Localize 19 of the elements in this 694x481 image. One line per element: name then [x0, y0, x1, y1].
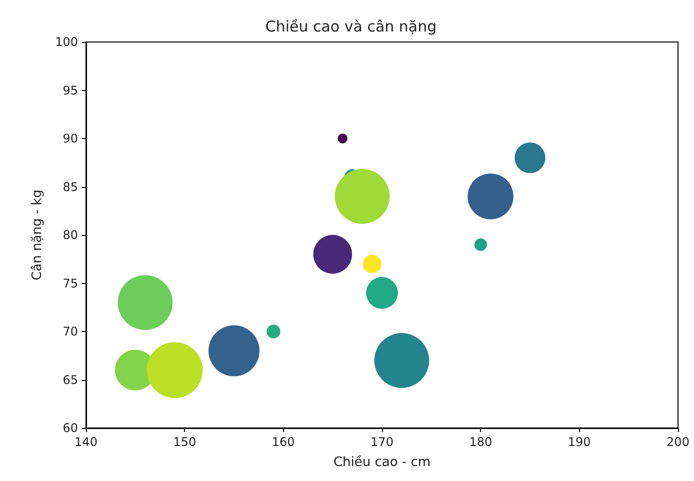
- y-tick-label: 75: [62, 276, 78, 290]
- y-tick-label: 100: [55, 35, 78, 49]
- y-tick-label: 85: [62, 180, 78, 194]
- x-tick-label: 180: [469, 435, 492, 449]
- chart-title: Chiều cao và cân nặng: [265, 18, 437, 36]
- x-axis-title: Chiều cao - cm: [333, 454, 431, 470]
- y-tick-label: 70: [62, 324, 78, 338]
- x-tick-label: 140: [74, 435, 98, 449]
- x-tick-label: 190: [568, 435, 591, 449]
- y-tick-label: 65: [62, 372, 78, 387]
- x-tick-label: 150: [173, 435, 196, 449]
- x-tick-label: 160: [272, 435, 295, 449]
- y-tick-label: 80: [62, 228, 78, 242]
- x-tick-label: 200: [666, 435, 690, 449]
- y-tick-label: 95: [62, 83, 78, 98]
- y-axis-title: Cân nặng - kg: [30, 190, 45, 280]
- y-tick-label: 60: [62, 421, 78, 435]
- y-tick-label: 90: [62, 132, 78, 146]
- x-tick-label: 170: [370, 435, 394, 449]
